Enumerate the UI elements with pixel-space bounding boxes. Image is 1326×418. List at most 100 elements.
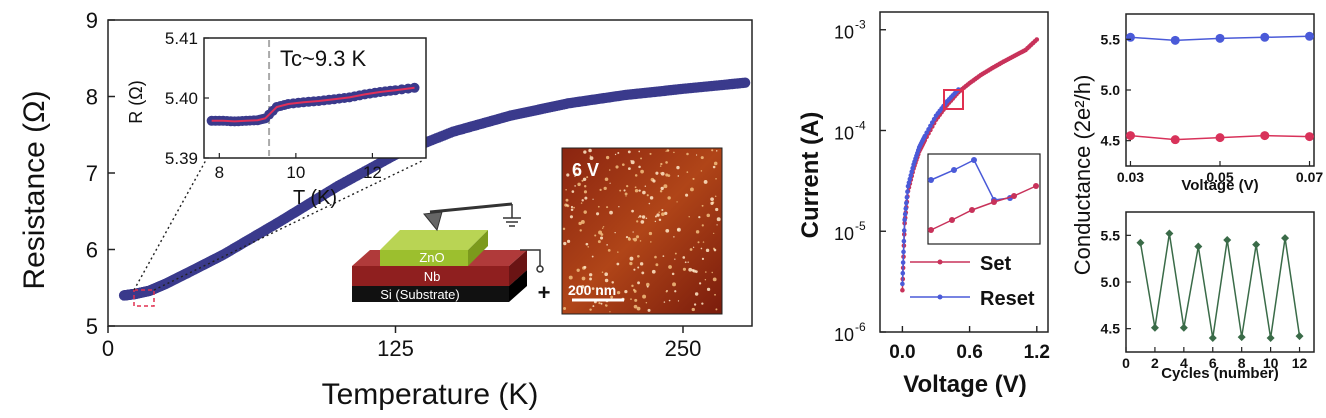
- afm-grain: [646, 285, 649, 288]
- si-layer: [352, 286, 509, 302]
- afm-grain: [619, 189, 622, 192]
- afm-grain: [598, 301, 601, 305]
- afm-grain: [698, 215, 701, 219]
- afm-grain: [674, 290, 677, 293]
- iv-x-tick-label: 0.6: [956, 342, 982, 363]
- afm-grain: [623, 189, 626, 192]
- afm-grain: [586, 176, 589, 179]
- afm-grain: [687, 261, 689, 263]
- afm-grain: [604, 278, 609, 283]
- afm-grain: [632, 231, 634, 233]
- afm-grain: [574, 175, 576, 177]
- afm-grain: [638, 215, 642, 218]
- afm-grain: [668, 265, 672, 269]
- afm-grain: [576, 268, 580, 272]
- main-plot-ticks: 0 125 250 5 6 7 8 9: [86, 8, 702, 361]
- reset-point: [902, 217, 907, 223]
- cycle-point: [1194, 242, 1203, 251]
- reset-point: [901, 228, 907, 233]
- afm-grain: [703, 180, 708, 184]
- afm-grain: [714, 195, 717, 198]
- afm-grain: [617, 251, 619, 253]
- afm-grain: [706, 213, 711, 218]
- iv-inset-reset-point: [971, 157, 977, 163]
- afm-grain: [649, 152, 652, 155]
- iv-x-label: Voltage (V): [903, 371, 1027, 398]
- afm-grain: [654, 255, 657, 259]
- inset-x-label: T (K): [293, 187, 337, 209]
- afm-grain: [642, 294, 647, 299]
- afm-grain: [625, 236, 629, 239]
- afm-grain: [665, 228, 670, 233]
- afm-grain: [583, 150, 587, 154]
- afm-grain: [580, 202, 583, 204]
- afm-grain: [580, 285, 585, 289]
- iv-x-tick-label: 1.2: [1024, 342, 1050, 363]
- main-y-label: Resistance (Ω): [18, 90, 51, 289]
- afm-grain: [640, 220, 645, 224]
- afm-grain: [676, 227, 681, 232]
- x-tick-label: 250: [665, 336, 702, 361]
- iv-plot-marks: [900, 37, 1040, 293]
- afm-grain: [712, 277, 717, 282]
- afm-grain: [587, 246, 589, 248]
- reset-point: [922, 133, 928, 139]
- cycle-point: [1237, 333, 1246, 342]
- afm-grain: [655, 171, 659, 175]
- iv-inset-reset-point: [928, 177, 934, 183]
- afm-grain: [603, 186, 607, 190]
- gc-y-tick-label: 5.5: [1101, 227, 1121, 243]
- afm-grain: [673, 236, 675, 238]
- reset-point: [931, 116, 937, 122]
- reset-point: [924, 130, 929, 136]
- afm-grain: [700, 156, 704, 160]
- panel-conductance-voltage: 0.03 0.05 0.07 4.5 5.0 5.5 Voltage (V): [1101, 13, 1323, 194]
- afm-grain: [637, 254, 640, 258]
- reset-point: [907, 176, 913, 182]
- afm-grain: [577, 182, 581, 187]
- reset-point: [929, 120, 935, 125]
- afm-grain: [692, 246, 695, 248]
- gv-point: [1215, 133, 1225, 143]
- afm-grain: [588, 148, 592, 153]
- zno-layer-side: [468, 230, 488, 266]
- afm-grain: [585, 242, 589, 246]
- gv-y-tick-label: 4.5: [1101, 133, 1121, 149]
- afm-grain: [693, 303, 697, 306]
- afm-image-grains: [562, 148, 721, 313]
- afm-grain: [636, 220, 639, 223]
- afm-grain: [609, 182, 611, 184]
- iv-y-tick-label: 10: [834, 123, 854, 143]
- substrate-label: Si (Substrate): [380, 287, 459, 302]
- iv-y-tick-exponent: -3: [855, 18, 866, 32]
- afm-grain: [701, 224, 704, 227]
- iv-y-tick-exponent: -6: [855, 320, 866, 334]
- main-x-label: Temperature (K): [322, 378, 539, 411]
- afm-grain: [634, 189, 639, 193]
- afm-grain: [637, 281, 640, 285]
- zno-label: ZnO: [419, 250, 444, 265]
- x-tick-label: 125: [377, 336, 414, 361]
- afm-grain: [621, 163, 625, 166]
- y-tick-label: 7: [86, 161, 98, 186]
- afm-grain: [633, 237, 638, 242]
- set-point: [1034, 37, 1040, 42]
- afm-grain: [689, 248, 693, 251]
- afm-grain: [677, 175, 680, 177]
- inset-plot: 8 10 12 5.39 5.40 5.41 Tc~9.3 K T (K) R (Ω): [126, 29, 427, 209]
- cycle-point: [1223, 236, 1232, 244]
- afm-grain: [648, 202, 651, 205]
- afm-grain: [601, 227, 604, 229]
- iv-y-tick-exponent: -5: [855, 219, 866, 233]
- afm-grain: [636, 306, 641, 311]
- reset-point: [903, 206, 909, 211]
- zoom-box: [133, 289, 155, 307]
- afm-grain: [624, 290, 628, 294]
- iv-inset-set-point: [1033, 183, 1039, 189]
- afm-grain: [633, 304, 638, 309]
- gv-point: [1305, 31, 1315, 41]
- afm-grain: [609, 311, 611, 313]
- afm-grain: [686, 171, 689, 173]
- gc-x-tick-label: 6: [1209, 355, 1217, 371]
- iv-inset-set-point: [1011, 193, 1017, 199]
